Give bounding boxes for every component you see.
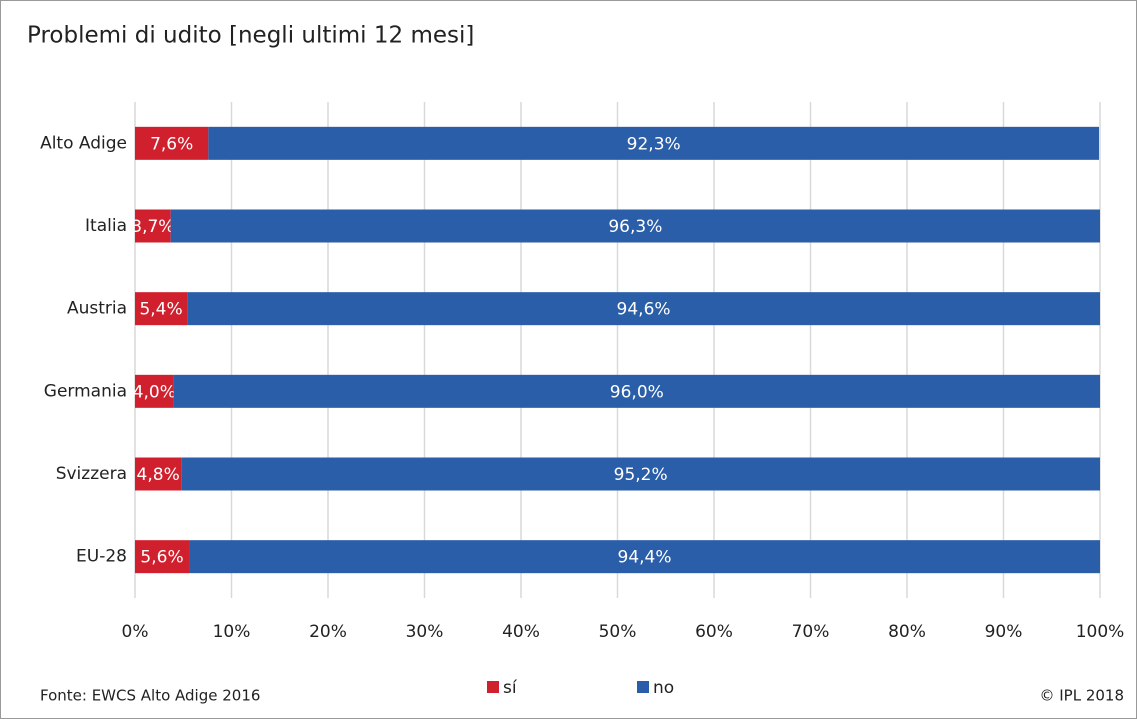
x-tick-label: 90% [985,622,1023,642]
x-tick-label: 20% [309,622,347,642]
y-tick-label: Germania [44,381,127,401]
legend-label: no [653,678,674,698]
data-label: 3,7% [131,217,174,237]
x-tick-label: 100% [1076,622,1125,642]
data-label: 92,3% [627,134,681,154]
bar-segment [135,540,190,574]
data-label: 96,3% [608,217,662,237]
x-tick-label: 40% [502,622,540,642]
x-tick-label: 50% [599,622,637,642]
y-tick-label: Austria [67,299,127,319]
bar-segment [189,540,1101,574]
copyright: © IPL 2018 [1039,687,1124,705]
bar-segment [170,209,1100,243]
y-tick-label: Italia [85,216,127,236]
data-label: 95,2% [614,465,668,485]
y-tick-label: EU-28 [76,547,127,567]
data-label: 94,4% [618,548,672,568]
data-label: 96,0% [610,382,664,402]
x-tick-label: 80% [888,622,926,642]
x-tick-label: 70% [792,622,830,642]
chart-title: Problemi di udito [negli ultimi 12 mesi] [27,23,474,49]
bar-segment [135,126,209,160]
data-label: 4,0% [133,382,176,402]
legend-swatch [637,681,649,693]
data-label: 4,8% [137,465,180,485]
source: Fonte: EWCS Alto Adige 2016 [40,687,260,705]
data-label: 7,6% [150,134,193,154]
x-tick-label: 10% [213,622,251,642]
bar-segment [173,374,1101,408]
bar-segment [135,292,188,326]
bar-segment [208,126,1100,160]
legend-swatch [487,681,499,693]
y-tick-label: Alto Adige [40,133,127,153]
x-tick-label: 30% [406,622,444,642]
legend-label: sí [503,678,518,698]
bar-segment [135,457,182,491]
bar-segment [187,292,1101,326]
x-tick-label: 0% [122,622,149,642]
bar-segment [135,374,174,408]
data-label: 94,6% [617,300,671,320]
x-tick-label: 60% [695,622,733,642]
data-label: 5,4% [139,300,182,320]
data-label: 5,6% [140,548,183,568]
bar-segment [181,457,1100,491]
y-tick-label: Svizzera [56,464,127,484]
bar-segment [135,209,171,243]
